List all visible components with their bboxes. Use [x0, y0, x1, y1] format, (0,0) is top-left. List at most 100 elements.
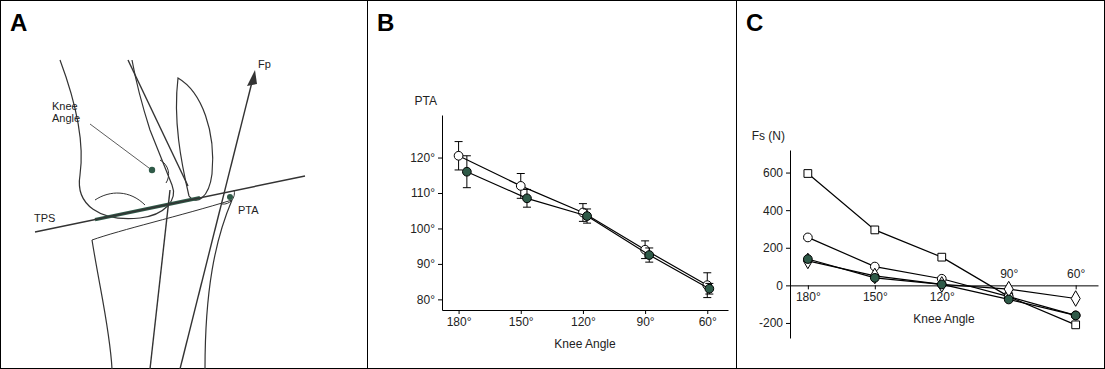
x-axis-title: Knee Angle — [913, 312, 975, 326]
tick: 80° — [417, 293, 442, 307]
marker — [1004, 281, 1013, 297]
marker — [645, 251, 654, 260]
tick-label: 80° — [417, 293, 435, 307]
femoral-axis — [128, 60, 188, 186]
diagram-label: KneeAngle — [52, 100, 80, 124]
marker — [803, 253, 812, 269]
tick-label: -200 — [759, 316, 783, 330]
tick: -200 — [759, 316, 790, 330]
series-line — [808, 261, 1076, 299]
tick-label: 90° — [637, 315, 655, 329]
marker — [870, 268, 879, 284]
tick-mark — [645, 310, 646, 314]
error-bar — [463, 156, 471, 188]
marker — [1071, 291, 1080, 307]
marker — [705, 284, 714, 293]
tick: 60° — [699, 310, 717, 329]
tick-mark — [521, 310, 522, 314]
tick-label: 90° — [1000, 267, 1018, 281]
marker — [804, 170, 812, 178]
error-bar — [455, 142, 463, 170]
diagram-label: TPS — [34, 212, 55, 224]
x-axis: 180° 150° 120° 90° 60° — [443, 310, 729, 329]
tick-label: 100° — [410, 222, 435, 236]
marker — [523, 194, 532, 203]
series-line — [459, 156, 708, 285]
diagram-label: PTA — [238, 204, 259, 216]
tick-label: 150° — [863, 290, 888, 304]
label-line: Angle — [52, 112, 80, 124]
tick-mark — [786, 210, 790, 211]
tick-label: 600 — [763, 166, 783, 180]
marker — [1071, 311, 1080, 320]
tibial-axis — [150, 190, 170, 369]
fp-line — [180, 82, 252, 369]
chart-panel: 80°90°100°110°120°180°150°120°90°60°PTAK… — [410, 94, 728, 351]
tick: 200 — [763, 241, 790, 255]
tick: 0 — [776, 279, 790, 293]
tick-mark — [459, 310, 460, 314]
label-line: Knee — [52, 100, 78, 112]
panel-divider — [736, 0, 737, 369]
axis-line — [443, 310, 729, 311]
marker — [803, 233, 812, 242]
marker — [462, 167, 471, 176]
tick: 90° — [637, 310, 655, 329]
plot-marks — [454, 142, 714, 298]
tick-label: 120° — [571, 315, 596, 329]
tick: 110° — [411, 186, 442, 200]
tick-mark — [808, 285, 809, 289]
x-axis-title: Knee Angle — [554, 337, 616, 351]
tick-label: 400 — [763, 204, 783, 218]
error-bar — [645, 248, 653, 262]
tick-label: 120° — [410, 151, 435, 165]
plot-marks — [803, 170, 1080, 329]
knee-angle-dot — [149, 167, 155, 173]
panel-divider — [367, 0, 368, 369]
marker — [938, 253, 946, 261]
tick-mark — [875, 285, 876, 289]
marker — [871, 226, 879, 234]
tick-mark — [786, 248, 790, 249]
tick-label: 110° — [411, 186, 435, 200]
series-line — [808, 259, 1076, 315]
tick: 180° — [447, 310, 472, 329]
marker — [454, 151, 463, 160]
panel-frame — [1, 1, 1105, 369]
series-line — [808, 174, 1076, 325]
tick-label: 60° — [699, 315, 717, 329]
background — [0, 0, 1105, 369]
tick: 150° — [509, 310, 534, 329]
marker — [803, 255, 812, 264]
tick: 90° — [417, 257, 442, 271]
marker — [937, 280, 946, 289]
tick: 400 — [763, 204, 790, 218]
error-bar — [523, 189, 531, 207]
tick: 600 — [763, 166, 790, 180]
y-axis-title: Fs (N) — [752, 129, 785, 143]
marker — [937, 277, 946, 293]
diagram-label: Fp — [258, 58, 271, 70]
tick-mark — [438, 158, 442, 159]
tick-label: 0 — [776, 279, 783, 293]
tick-mark — [438, 228, 442, 229]
figure: AKneeAngleFpTPSPTAB80°90°100°110°120°180… — [0, 0, 1105, 369]
x-axis: 180°150°120°90°60° — [791, 267, 1099, 304]
tibia — [205, 200, 232, 369]
tick-mark — [1076, 285, 1077, 289]
axis-line — [790, 151, 791, 339]
tick: 120° — [410, 151, 442, 165]
error-bar — [705, 283, 713, 294]
tick-mark — [786, 173, 790, 174]
tick-mark — [438, 299, 442, 300]
marker — [870, 273, 879, 282]
pta-arc — [222, 190, 234, 204]
tick-label: 90° — [417, 257, 435, 271]
tick-mark — [438, 264, 442, 265]
marker — [1072, 321, 1080, 329]
tick-mark — [438, 193, 442, 194]
tps-line — [35, 176, 305, 232]
tick-mark — [707, 310, 708, 314]
panel-label: A — [10, 9, 27, 36]
marker — [1071, 311, 1080, 320]
